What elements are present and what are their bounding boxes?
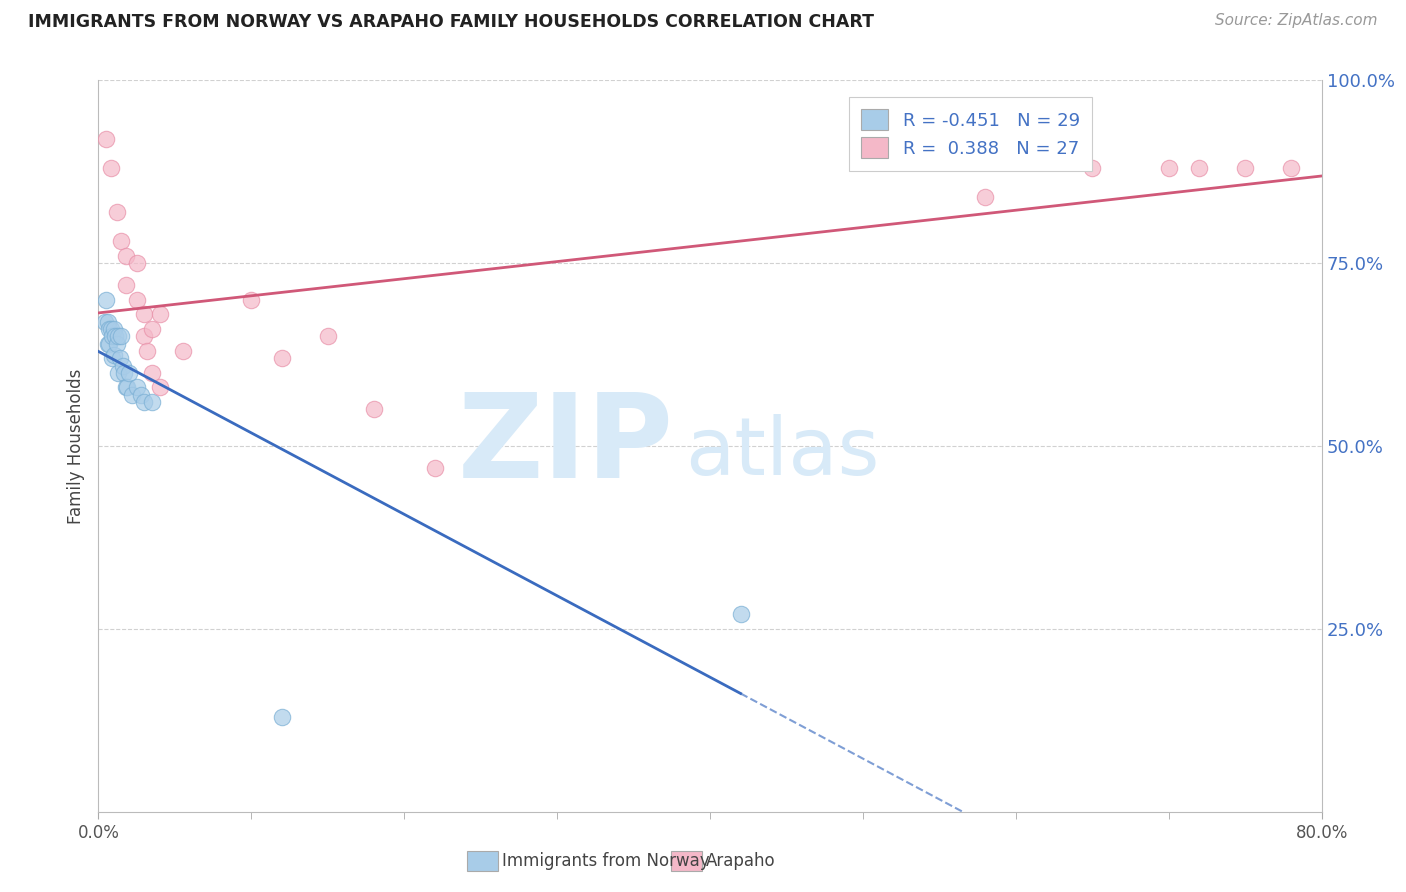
Point <box>112 366 135 380</box>
Point <box>93 315 115 329</box>
Point <box>98 336 121 351</box>
Y-axis label: Family Households: Family Households <box>67 368 86 524</box>
Point <box>149 307 172 321</box>
Point <box>125 256 148 270</box>
Text: ZIP: ZIP <box>457 389 673 503</box>
Text: Immigrants from Norway: Immigrants from Norway <box>502 852 710 870</box>
Point <box>115 278 138 293</box>
Point <box>103 322 125 336</box>
Point <box>240 293 263 307</box>
Point <box>316 329 339 343</box>
Point <box>105 205 128 219</box>
Text: atlas: atlas <box>686 414 880 492</box>
Point <box>363 402 385 417</box>
Point <box>100 161 122 175</box>
Point <box>121 388 143 402</box>
Point <box>94 293 117 307</box>
Point <box>270 709 292 723</box>
Point <box>108 351 131 366</box>
Point <box>115 380 138 394</box>
Point <box>172 343 194 358</box>
Point <box>101 351 124 366</box>
Point <box>115 249 138 263</box>
Point <box>118 366 141 380</box>
Point <box>111 359 134 373</box>
Point <box>110 329 132 343</box>
Point <box>100 322 122 336</box>
Point <box>125 293 148 307</box>
Point <box>97 336 120 351</box>
Point <box>103 348 125 362</box>
Point <box>117 380 139 394</box>
Point <box>423 461 446 475</box>
Point <box>101 329 124 343</box>
Point <box>141 366 163 380</box>
Point <box>134 329 156 343</box>
Point <box>1279 161 1302 175</box>
Point <box>110 234 132 248</box>
Point <box>134 307 156 321</box>
Text: Source: ZipAtlas.com: Source: ZipAtlas.com <box>1215 13 1378 29</box>
Point <box>125 380 148 394</box>
Point <box>270 351 292 366</box>
Text: IMMIGRANTS FROM NORWAY VS ARAPAHO FAMILY HOUSEHOLDS CORRELATION CHART: IMMIGRANTS FROM NORWAY VS ARAPAHO FAMILY… <box>28 13 875 31</box>
Point <box>129 388 152 402</box>
Point <box>104 329 127 343</box>
Point <box>94 132 117 146</box>
Point <box>98 322 121 336</box>
Point <box>136 343 159 358</box>
Text: Arapaho: Arapaho <box>706 852 776 870</box>
Point <box>97 315 120 329</box>
Point <box>1157 161 1180 175</box>
Point <box>134 395 156 409</box>
Point <box>141 322 163 336</box>
Point <box>141 395 163 409</box>
Point <box>1234 161 1257 175</box>
Point <box>107 329 129 343</box>
Point <box>105 336 128 351</box>
Point <box>974 190 997 204</box>
Point <box>1081 161 1104 175</box>
Point <box>730 607 752 622</box>
Legend: R = -0.451   N = 29, R =  0.388   N = 27: R = -0.451 N = 29, R = 0.388 N = 27 <box>848 96 1092 171</box>
Point <box>1188 161 1211 175</box>
Point <box>149 380 172 394</box>
Point <box>107 366 129 380</box>
